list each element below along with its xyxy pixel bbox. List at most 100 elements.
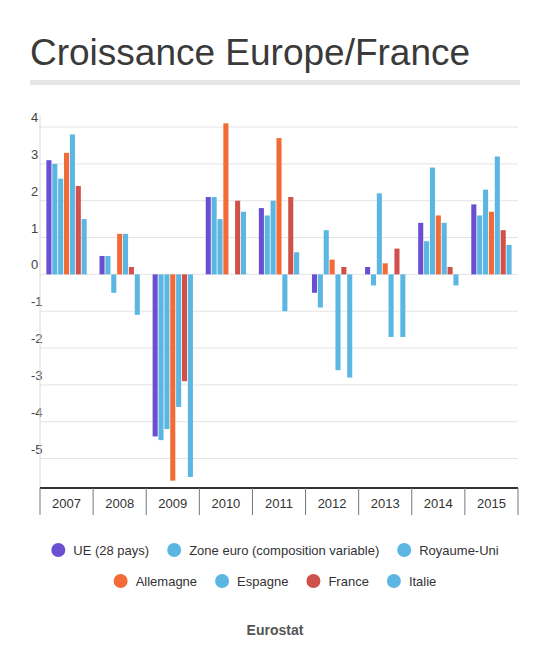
bar [377,193,382,274]
x-tick-label: 2012 [318,496,347,511]
bar [424,241,429,274]
legend-label: France [328,574,368,589]
bar [164,274,169,429]
x-separator [93,488,94,515]
legend-swatch [306,574,320,588]
legend-item: Royaume-Uni [397,543,499,558]
bar [282,274,287,311]
bar [259,208,264,274]
legend-swatch [167,543,181,557]
x-tick-label: 2013 [371,496,400,511]
x-tick-label: 2007 [52,496,81,511]
y-tick-label: 3 [31,147,38,162]
legend-item: Allemagne [114,574,197,589]
bar [442,223,447,275]
x-tick-label: 2014 [424,496,453,511]
bar [312,274,317,292]
legend-item: Italie [387,574,436,589]
y-tick-label: 2 [31,184,38,199]
title-rule [30,80,520,85]
title: Croissance Europe/France [30,32,470,73]
legend-swatch [397,543,411,557]
bar [223,123,228,274]
bar [176,274,181,407]
legend-label: UE (28 pays) [73,543,149,558]
grid-line [40,421,518,422]
bars [46,123,511,480]
y-tick-label: -4 [31,405,43,420]
legend-swatch [215,574,229,588]
y-tick-label: -3 [31,368,43,383]
x-separator [358,488,359,515]
chart-svg: Croissance Europe/France-5-4-3-2-1012342… [0,0,550,672]
x-axis-line [40,487,518,489]
chart-root: Croissance Europe/France-5-4-3-2-1012342… [0,0,550,672]
bar [188,274,193,477]
legend-label: Italie [409,574,436,589]
legend-swatch [387,574,401,588]
bar [394,249,399,275]
bar [129,267,134,274]
bar [495,157,500,275]
source: Eurostat [247,622,304,638]
y-axis-line [40,116,41,488]
bar [52,164,57,274]
x-separator [146,488,147,515]
x-tick-label: 2010 [211,496,240,511]
bar [418,223,423,275]
bar [389,274,394,337]
x-separator [305,488,306,515]
x-tick-label: 2015 [477,496,506,511]
bar [341,267,346,274]
x-separator [252,488,253,515]
legend-label: Royaume-Uni [419,543,499,558]
y-tick-label: 0 [31,257,38,272]
bar [212,197,217,274]
bar [241,212,246,275]
bar [276,138,281,274]
grid-line [40,127,518,128]
bar [58,179,63,275]
x-tick-label: 2011 [265,496,293,511]
bar [158,274,163,440]
bar [271,201,276,275]
legend-item: UE (28 pays) [51,543,149,558]
bar [371,274,376,285]
grid-line [40,384,518,385]
x-separator [40,488,41,515]
x-separator [518,488,519,515]
legend-swatch [51,543,65,557]
bar [400,274,405,337]
bar [182,274,187,381]
bar [430,168,435,275]
bar [217,219,222,274]
bar [448,267,453,274]
bar [477,215,482,274]
bar [235,201,240,275]
bar [64,153,69,275]
bar [471,204,476,274]
bar [335,274,340,370]
bar [318,274,323,307]
y-tick-label: -5 [31,442,43,457]
legend-item: France [306,574,368,589]
x-separator [464,488,465,515]
bar [507,245,512,274]
bar [105,256,110,274]
y-tick-label: -2 [31,331,43,346]
legend-item: Zone euro (composition variable) [167,543,379,558]
bar [206,197,211,274]
legend-item: Espagne [215,574,288,589]
legend-swatch [114,574,128,588]
bar [294,252,299,274]
x-tick-label: 2009 [158,496,187,511]
bar [70,134,75,274]
bar [117,234,122,275]
bar [436,215,441,274]
x-separator [199,488,200,515]
bar [501,230,506,274]
legend-label: Allemagne [136,574,197,589]
bar [453,274,458,285]
grid-line [40,348,518,349]
bar [82,219,87,274]
